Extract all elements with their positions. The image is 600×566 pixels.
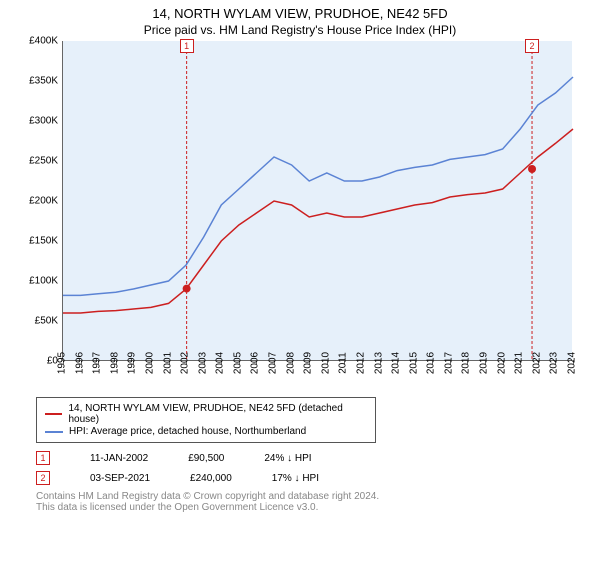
marker-price: £90,500: [188, 453, 224, 464]
x-tick-label: 2000: [144, 352, 155, 374]
x-tick-label: 2010: [320, 352, 331, 374]
y-tick-label: £200K: [29, 196, 58, 207]
x-tick-label: 2004: [215, 352, 226, 374]
x-tick-label: 2001: [162, 352, 173, 374]
x-tick-label: 2022: [531, 352, 542, 374]
y-tick-label: £150K: [29, 236, 58, 247]
legend-row: HPI: Average price, detached house, Nort…: [45, 426, 367, 437]
x-tick-label: 2018: [461, 352, 472, 374]
x-tick-label: 2006: [250, 352, 261, 374]
legend-swatch: [45, 431, 63, 433]
x-tick-label: 2003: [197, 352, 208, 374]
legend-row: 14, NORTH WYLAM VIEW, PRUDHOE, NE42 5FD …: [45, 403, 367, 425]
x-tick-label: 2016: [426, 352, 437, 374]
x-tick-label: 2011: [338, 352, 349, 374]
footer-line: Contains HM Land Registry data © Crown c…: [36, 491, 600, 502]
x-tick-label: 2005: [232, 352, 243, 374]
y-tick-label: £300K: [29, 116, 58, 127]
legend-swatch: [45, 413, 62, 415]
marker-date: 03-SEP-2021: [90, 473, 150, 484]
x-tick-label: 2020: [496, 352, 507, 374]
chart: £0£50K£100K£150K£200K£250K£300K£350K£400…: [20, 41, 580, 391]
footer-line: This data is licensed under the Open Gov…: [36, 502, 600, 513]
marker-price: £240,000: [190, 473, 232, 484]
marker-delta: 17% ↓ HPI: [272, 473, 319, 484]
legend-label: HPI: Average price, detached house, Nort…: [69, 426, 306, 437]
y-tick-label: £350K: [29, 76, 58, 87]
markers-table: 1 11-JAN-2002 £90,500 24% ↓ HPI 2 03-SEP…: [36, 451, 600, 485]
page-subtitle: Price paid vs. HM Land Registry's House …: [0, 23, 600, 37]
x-tick-label: 2024: [567, 352, 578, 374]
x-tick-label: 2017: [443, 352, 454, 374]
y-tick-label: £400K: [29, 36, 58, 47]
x-tick-label: 2009: [303, 352, 314, 374]
x-tick-label: 2021: [514, 352, 525, 374]
x-tick-label: 1998: [109, 352, 120, 374]
marker-date: 11-JAN-2002: [90, 453, 148, 464]
x-tick-label: 2002: [180, 352, 191, 374]
x-tick-label: 2014: [391, 352, 402, 374]
marker-delta: 24% ↓ HPI: [264, 453, 311, 464]
y-tick-label: £100K: [29, 276, 58, 287]
y-tick-label: £50K: [35, 316, 58, 327]
table-row: 1 11-JAN-2002 £90,500 24% ↓ HPI: [36, 451, 600, 465]
x-tick-label: 2023: [549, 352, 560, 374]
chart-marker-badge: 1: [180, 39, 194, 53]
legend-label: 14, NORTH WYLAM VIEW, PRUDHOE, NE42 5FD …: [68, 403, 367, 425]
x-tick-label: 2012: [355, 352, 366, 374]
x-tick-label: 2019: [479, 352, 490, 374]
marker-badge: 1: [36, 451, 50, 465]
x-tick-label: 2015: [408, 352, 419, 374]
legend: 14, NORTH WYLAM VIEW, PRUDHOE, NE42 5FD …: [36, 397, 376, 443]
plot-area: 12: [62, 41, 572, 361]
marker-badge: 2: [36, 471, 50, 485]
y-axis: £0£50K£100K£150K£200K£250K£300K£350K£400…: [20, 41, 62, 361]
x-axis: 1995199619971998199920002001200220032004…: [62, 361, 572, 391]
x-tick-label: 1995: [57, 352, 68, 374]
x-tick-label: 2008: [285, 352, 296, 374]
x-tick-label: 2013: [373, 352, 384, 374]
x-tick-label: 1996: [74, 352, 85, 374]
y-tick-label: £250K: [29, 156, 58, 167]
x-tick-label: 1997: [92, 352, 103, 374]
x-tick-label: 1999: [127, 352, 138, 374]
page-title: 14, NORTH WYLAM VIEW, PRUDHOE, NE42 5FD: [0, 6, 600, 21]
table-row: 2 03-SEP-2021 £240,000 17% ↓ HPI: [36, 471, 600, 485]
chart-marker-badge: 2: [525, 39, 539, 53]
x-tick-label: 2007: [268, 352, 279, 374]
